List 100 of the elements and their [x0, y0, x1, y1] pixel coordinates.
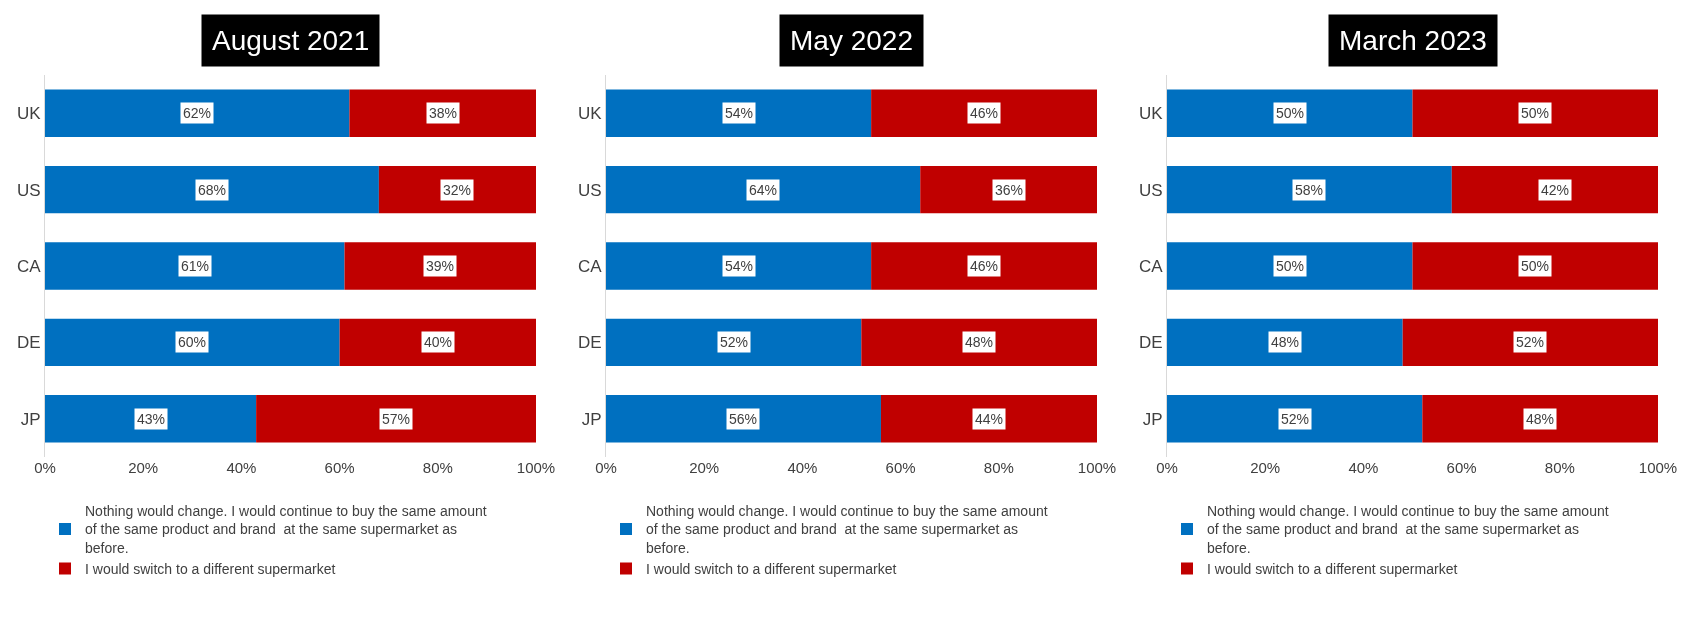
- data-label: 32%: [443, 182, 472, 198]
- legend-label: Nothing would change. I would continue to buy the same amount of the same product and brand at the same supermarket as before.: [646, 503, 1048, 556]
- y-tick-label: US: [16, 180, 41, 200]
- y-tick-label: UK: [577, 104, 603, 124]
- legend-label: Nothing would change. I would continue to buy the same amount of the same product and brand at the same supermarket as before.: [1207, 503, 1609, 556]
- y-tick-label: JP: [1142, 409, 1163, 429]
- data-label: 50%: [1276, 105, 1305, 121]
- x-tick-label: 80%: [1544, 459, 1575, 476]
- bar: [378, 165, 536, 214]
- x-tick-label: 60%: [885, 459, 916, 476]
- x-tick-label: 100%: [1638, 459, 1678, 476]
- data-label: 46%: [970, 105, 999, 121]
- x-tick-label: 20%: [689, 459, 720, 476]
- data-label: 48%: [965, 334, 994, 350]
- bar: [1412, 89, 1658, 137]
- legend-label: Nothing would change. I would continue to buy the same amount of the same product and brand at the same supermarket as before.: [85, 503, 487, 556]
- data-label: 54%: [725, 258, 754, 274]
- x-tick-label: 60%: [324, 459, 355, 476]
- x-tick-label: 80%: [983, 459, 1014, 476]
- x-tick-label: 40%: [226, 459, 257, 476]
- bar: [256, 395, 536, 443]
- data-label: 39%: [426, 258, 455, 274]
- bar: [871, 242, 1097, 290]
- bar: [45, 242, 345, 290]
- data-label: 40%: [424, 334, 453, 350]
- y-tick-label: CA: [16, 256, 42, 276]
- y-tick-label: JP: [581, 409, 602, 429]
- data-label: 57%: [382, 411, 411, 427]
- x-tick-label: 40%: [1348, 459, 1379, 476]
- y-tick-label: UK: [1138, 104, 1164, 124]
- legend-label: I would switch to a different supermarket: [85, 560, 336, 577]
- bar: [871, 89, 1097, 137]
- bar: [606, 165, 921, 214]
- x-tick-label: 80%: [422, 459, 453, 476]
- x-tick-label: 20%: [128, 459, 159, 476]
- data-label: 60%: [178, 334, 207, 350]
- data-label: 44%: [975, 411, 1004, 427]
- y-tick-label: CA: [1138, 256, 1164, 276]
- bar: [1412, 242, 1658, 290]
- data-label: 50%: [1276, 258, 1305, 274]
- bar: [344, 242, 536, 290]
- y-tick-label: DE: [1138, 333, 1163, 353]
- data-label: 64%: [749, 182, 778, 198]
- y-tick-label: DE: [577, 333, 602, 353]
- data-label: 52%: [720, 334, 749, 350]
- data-label: 52%: [1281, 411, 1310, 427]
- x-tick-label: 0%: [1156, 459, 1178, 476]
- chart-title: August 2021: [212, 25, 370, 56]
- bar: [45, 318, 340, 367]
- data-label: 61%: [181, 258, 210, 274]
- data-label: 48%: [1271, 334, 1300, 350]
- data-label: 52%: [1516, 334, 1545, 350]
- x-tick-label: 20%: [1250, 459, 1281, 476]
- bar: [1167, 165, 1452, 214]
- bar: [349, 89, 536, 137]
- x-tick-label: 0%: [595, 459, 617, 476]
- y-tick-label: UK: [16, 104, 42, 124]
- x-tick-label: 100%: [1077, 459, 1117, 476]
- bar: [606, 89, 872, 137]
- data-label: 42%: [1541, 182, 1570, 198]
- bar: [45, 165, 379, 214]
- bar: [45, 395, 257, 443]
- x-tick-label: 40%: [787, 459, 818, 476]
- data-label: 36%: [995, 182, 1024, 198]
- x-tick-label: 100%: [516, 459, 556, 476]
- bar: [920, 165, 1097, 214]
- data-label: 50%: [1521, 258, 1550, 274]
- y-tick-label: US: [577, 180, 602, 200]
- bar: [606, 242, 872, 290]
- y-tick-label: DE: [16, 333, 41, 353]
- bar: [861, 318, 1097, 367]
- data-label: 56%: [729, 411, 758, 427]
- legend-label: I would switch to a different supermarket: [1207, 560, 1458, 577]
- bar: [1167, 89, 1413, 137]
- bar: [1402, 318, 1658, 367]
- y-tick-label: US: [1138, 180, 1163, 200]
- x-tick-label: 0%: [34, 459, 56, 476]
- data-label: 38%: [429, 105, 458, 121]
- bar: [1167, 242, 1413, 290]
- y-tick-label: JP: [20, 409, 41, 429]
- bar: [880, 395, 1097, 443]
- bar: [1451, 165, 1658, 214]
- x-tick-label: 60%: [1446, 459, 1477, 476]
- data-label: 68%: [198, 182, 227, 198]
- data-label: 43%: [137, 411, 166, 427]
- legend-label: I would switch to a different supermarket: [646, 560, 897, 577]
- bar: [45, 89, 350, 137]
- bar: [1167, 318, 1403, 367]
- data-label: 58%: [1295, 182, 1324, 198]
- data-label: 48%: [1526, 411, 1555, 427]
- bar: [1422, 395, 1658, 443]
- y-tick-label: CA: [577, 256, 603, 276]
- bar: [606, 395, 881, 443]
- data-label: 54%: [725, 105, 754, 121]
- bar: [339, 318, 536, 367]
- data-label: 50%: [1521, 105, 1550, 121]
- chart-title: May 2022: [790, 25, 913, 56]
- bar: [606, 318, 862, 367]
- data-label: 62%: [183, 105, 212, 121]
- data-label: 46%: [970, 258, 999, 274]
